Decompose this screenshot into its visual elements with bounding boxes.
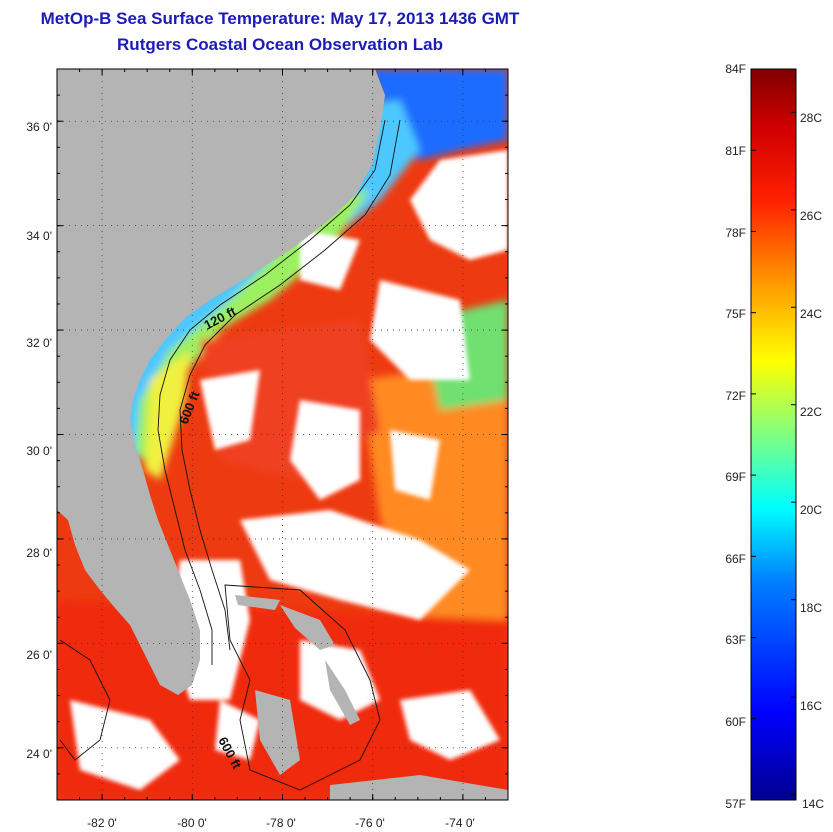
colorbar-f-66: 66F	[725, 552, 746, 566]
lat-axis: 36 0' 34 0' 32 0' 30 0' 28 0' 26 0' 24 0…	[26, 120, 52, 761]
lat-label-26: 26 0'	[26, 648, 52, 662]
lat-label-28: 28 0'	[26, 546, 52, 560]
lon-label-82: -82 0'	[87, 816, 117, 830]
colorbar-f-60: 60F	[725, 715, 746, 729]
contour-120ft	[157, 119, 386, 665]
cloud-10	[400, 690, 500, 760]
colorbar-c-22: 22C	[800, 405, 822, 419]
map-subtitle: Rutgers Coastal Ocean Observation Lab	[117, 35, 443, 54]
shelf-yellow-band	[145, 350, 190, 480]
colorbar-f-81: 81F	[725, 144, 746, 158]
lat-label-24: 24 0'	[26, 747, 52, 761]
map-title: MetOp-B Sea Surface Temperature: May 17,…	[40, 9, 520, 28]
colorbar-f-78: 78F	[725, 226, 746, 240]
map-panel: 120 ft 600 ft 600 ft	[57, 69, 508, 800]
colorbar-c-24: 24C	[800, 307, 822, 321]
lon-label-76: -76 0'	[355, 816, 385, 830]
colorbar-f-57: 57F	[725, 797, 746, 811]
lat-label-34: 34 0'	[26, 229, 52, 243]
cloud-2	[300, 230, 360, 290]
colorbar-c-28: 28C	[800, 111, 822, 125]
lon-label-80: -80 0'	[177, 816, 207, 830]
bahamas-eleuthera	[325, 660, 360, 725]
grand-bahama	[235, 595, 280, 610]
lat-label-32: 32 0'	[26, 336, 52, 350]
contour-bahamas	[224, 584, 381, 791]
colorbar-c-14: 14C	[802, 797, 824, 811]
cloud-6	[390, 430, 440, 500]
colorbar-f-84: 84F	[725, 62, 746, 76]
cloud-12	[215, 700, 260, 760]
colorbar-c-16: 16C	[800, 699, 822, 713]
colorbar-c-26: 26C	[800, 209, 822, 223]
contour-600ft	[179, 119, 401, 651]
bahamas-abaco	[280, 605, 335, 650]
colorbar-f-75: 75F	[725, 307, 746, 321]
cloud-11	[70, 700, 180, 790]
lon-label-74: -74 0'	[445, 816, 475, 830]
contour-southwest	[59, 639, 111, 761]
colorbar-f-63: 63F	[725, 633, 746, 647]
cloud-4	[200, 370, 260, 450]
lon-axis: -82 0' -80 0' -78 0' -76 0' -74 0'	[87, 816, 475, 830]
colorbar-c-18: 18C	[800, 601, 822, 615]
cloud-3	[370, 280, 470, 380]
colorbar-f-72: 72F	[725, 389, 746, 403]
cloud-7	[240, 510, 470, 620]
lon-label-78: -78 0'	[266, 816, 296, 830]
bahamas-andros	[255, 690, 300, 775]
lat-label-36: 36 0'	[26, 120, 52, 134]
colorbar-f-69: 69F	[725, 470, 746, 484]
colorbar-c-20: 20C	[800, 503, 822, 517]
cloud-1	[410, 150, 508, 260]
lat-label-30: 30 0'	[26, 444, 52, 458]
colorbar-gradient	[750, 68, 797, 801]
cloud-5	[290, 400, 360, 500]
colorbar: 84F 81F 78F 75F 72F 69F 66F 63F 60F 57F …	[725, 62, 824, 811]
cuba-coast	[330, 775, 508, 800]
